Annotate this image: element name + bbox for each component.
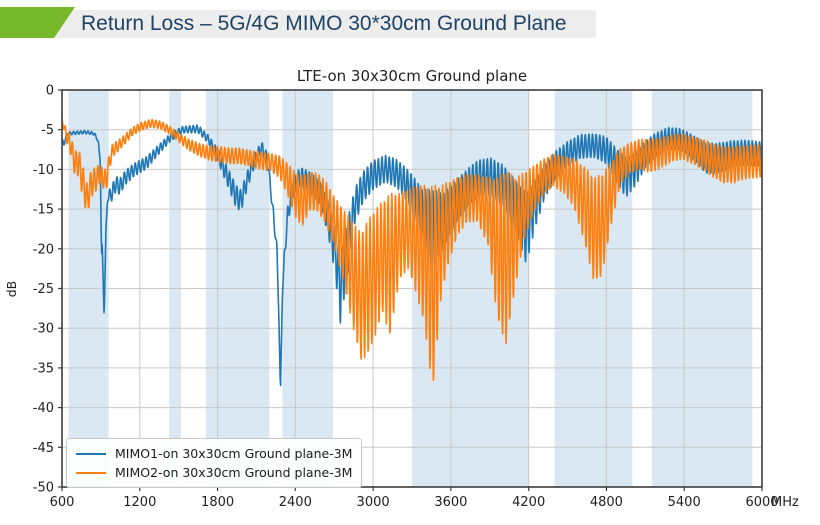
y-tick-label: -45 bbox=[33, 441, 54, 456]
header: Return Loss – 5G/4G MIMO 30*30cm Ground … bbox=[0, 0, 820, 50]
y-tick-label: -40 bbox=[33, 401, 54, 416]
y-tick-label: -30 bbox=[33, 322, 54, 337]
legend-label-mimo1: MIMO1-on 30x30cm Ground plane-3M bbox=[115, 446, 353, 461]
legend-line-sample-mimo1 bbox=[76, 452, 106, 455]
y-axis-label: dB bbox=[4, 281, 19, 298]
series-line-1 bbox=[61, 124, 763, 387]
series-lines bbox=[61, 118, 763, 387]
x-axis-unit-label: MHz bbox=[771, 495, 799, 510]
axes: 600 1200 1800 2400 3000 3600 4200 4800 5400 6000 0… bbox=[33, 84, 779, 511]
legend-item-mimo2: MIMO2-on 30x30cm Ground plane-3M bbox=[76, 463, 352, 482]
x-tick-label: 3000 bbox=[357, 495, 390, 510]
x-tick-label: 6000 bbox=[745, 495, 778, 510]
y-tick-label: -35 bbox=[33, 361, 54, 376]
series-line-2 bbox=[61, 118, 763, 381]
x-tick-label: 2400 bbox=[279, 495, 312, 510]
x-tick-label: 1800 bbox=[201, 495, 234, 510]
page-title: Return Loss – 5G/4G MIMO 30*30cm Ground … bbox=[81, 12, 567, 35]
legend-line-sample-mimo2 bbox=[76, 471, 106, 474]
y-tick-label: 0 bbox=[46, 84, 54, 99]
legend: MIMO1-on 30x30cm Ground plane-3M MIMO2-o… bbox=[66, 438, 363, 488]
x-tick-label: 4800 bbox=[590, 495, 623, 510]
x-tick-label: 3600 bbox=[434, 495, 467, 510]
y-tick-label: -20 bbox=[33, 242, 54, 257]
y-tick-label: -5 bbox=[41, 123, 54, 138]
y-tick-label: -10 bbox=[33, 163, 54, 178]
y-tick-label: -50 bbox=[33, 481, 54, 496]
y-tick-label: -25 bbox=[33, 282, 54, 297]
x-tick-label: 5400 bbox=[668, 495, 701, 510]
header-bar bbox=[0, 10, 596, 38]
x-tick-label: 1200 bbox=[123, 495, 156, 510]
chart-title: LTE-on 30x30cm Ground plane bbox=[297, 67, 527, 85]
x-tick-label: 600 bbox=[50, 495, 75, 510]
x-tick-label: 4200 bbox=[512, 495, 545, 510]
y-tick-label: -15 bbox=[33, 203, 54, 218]
legend-item-mimo1: MIMO1-on 30x30cm Ground plane-3M bbox=[76, 444, 352, 463]
legend-label-mimo2: MIMO2-on 30x30cm Ground plane-3M bbox=[115, 465, 353, 480]
